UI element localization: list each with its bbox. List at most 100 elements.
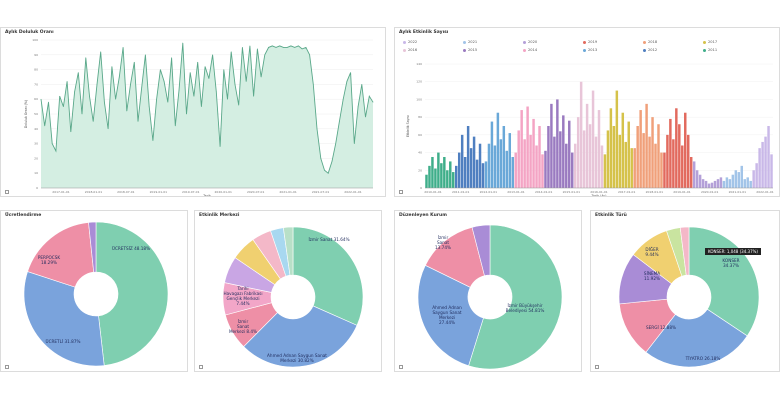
bar [454,165,458,188]
slice-label: İzmir [238,319,249,324]
bar [585,103,589,188]
data-point [89,95,90,97]
legend-item[interactable]: 2022 [403,40,417,44]
y-tick-label: 0 [36,186,38,190]
panel-options-icon[interactable] [399,365,403,369]
slice-label: Havagazı Fabrikası [223,291,262,296]
data-point [122,47,124,48]
data-point [242,47,243,48]
legend-swatch [643,40,646,44]
bar [746,177,749,188]
legend-item[interactable]: 2019 [583,40,597,44]
pie-slice [27,222,95,288]
x-tick-label: 2014-01-01 [535,190,553,194]
panel-options-icon[interactable] [199,365,203,369]
y-tick-label: 40 [34,127,38,131]
data-point [365,116,366,118]
slice-label: KONSER [722,258,739,263]
slice-label: Merkezi 30.82% [280,358,313,363]
panel-title: Aylık Etkinlik Sayısı [399,30,449,35]
data-point [219,146,221,147]
data-point [230,51,232,53]
bar [639,110,642,188]
data-point [51,143,53,144]
y-tick-label: 100 [416,97,422,101]
data-point [133,61,135,63]
x-axis-label: Tarih (Ay) [591,194,607,197]
bar [550,103,553,188]
panel-options-icon[interactable] [595,365,599,369]
legend-swatch [583,48,586,52]
pie-slice [95,221,169,366]
bar [606,130,610,188]
data-point [346,81,348,82]
y-tick-label: 60 [418,133,422,137]
bar [600,145,604,188]
data-point [223,69,225,70]
bar [624,141,628,188]
data-point [253,95,254,97]
bar [588,124,592,188]
x-tick-label: 2021-07-01 [312,190,330,194]
bar [686,134,690,188]
legend-item[interactable]: 2021 [463,40,477,44]
slice-label: SİNEMA [644,271,660,276]
bar [446,170,449,188]
bar [544,150,547,188]
bar [472,136,476,188]
bar [526,106,529,188]
bar [695,170,699,188]
bar [749,180,752,188]
data-point [260,76,262,78]
bar [645,103,648,188]
data-point [81,113,83,115]
bar [636,126,639,188]
bar [743,179,746,188]
legend-item[interactable]: 2016 [403,48,417,52]
data-point [197,61,199,63]
legend-swatch [703,48,706,52]
data-point [227,98,228,100]
data-point [96,84,98,85]
slice-label: PERPOCSK [38,255,60,260]
panel-options-icon[interactable] [5,190,9,194]
pie-slice [23,271,105,367]
bar [573,143,577,188]
data-point [357,106,359,107]
legend-item[interactable]: 2018 [643,40,657,44]
slice-label: Merkezi [439,315,455,320]
y-tick-label: 100 [32,38,38,42]
data-point [335,143,337,144]
bar [532,118,535,188]
legend-item[interactable]: 2017 [703,40,717,44]
bar [621,112,625,188]
legend-item[interactable]: 2011 [703,48,717,52]
panel-options-icon[interactable] [399,190,403,194]
bar [701,179,705,188]
pie-slice [645,308,748,368]
bar [648,136,651,188]
panel-title: Aylık Doluluk Oranı [5,30,54,35]
data-point [111,66,113,67]
legend-item[interactable]: 2020 [523,40,537,44]
legend-item[interactable]: 2014 [523,48,537,52]
y-tick-label: 60 [34,97,38,101]
pie-slice [88,221,97,273]
pie-slice [417,264,484,367]
legend-item[interactable]: 2013 [583,48,597,52]
bar [704,180,708,188]
data-point [298,45,299,47]
legend-item[interactable]: 2012 [643,48,657,52]
slice-label: 11.92% [644,276,660,281]
bar [517,130,520,188]
data-point [118,76,120,78]
area-line [40,42,374,174]
panel-options-icon[interactable] [5,365,9,369]
data-point [145,54,146,56]
bar [594,136,598,188]
data-point [189,72,191,73]
pie-slice [468,224,563,370]
legend-item[interactable]: 2015 [463,48,477,52]
